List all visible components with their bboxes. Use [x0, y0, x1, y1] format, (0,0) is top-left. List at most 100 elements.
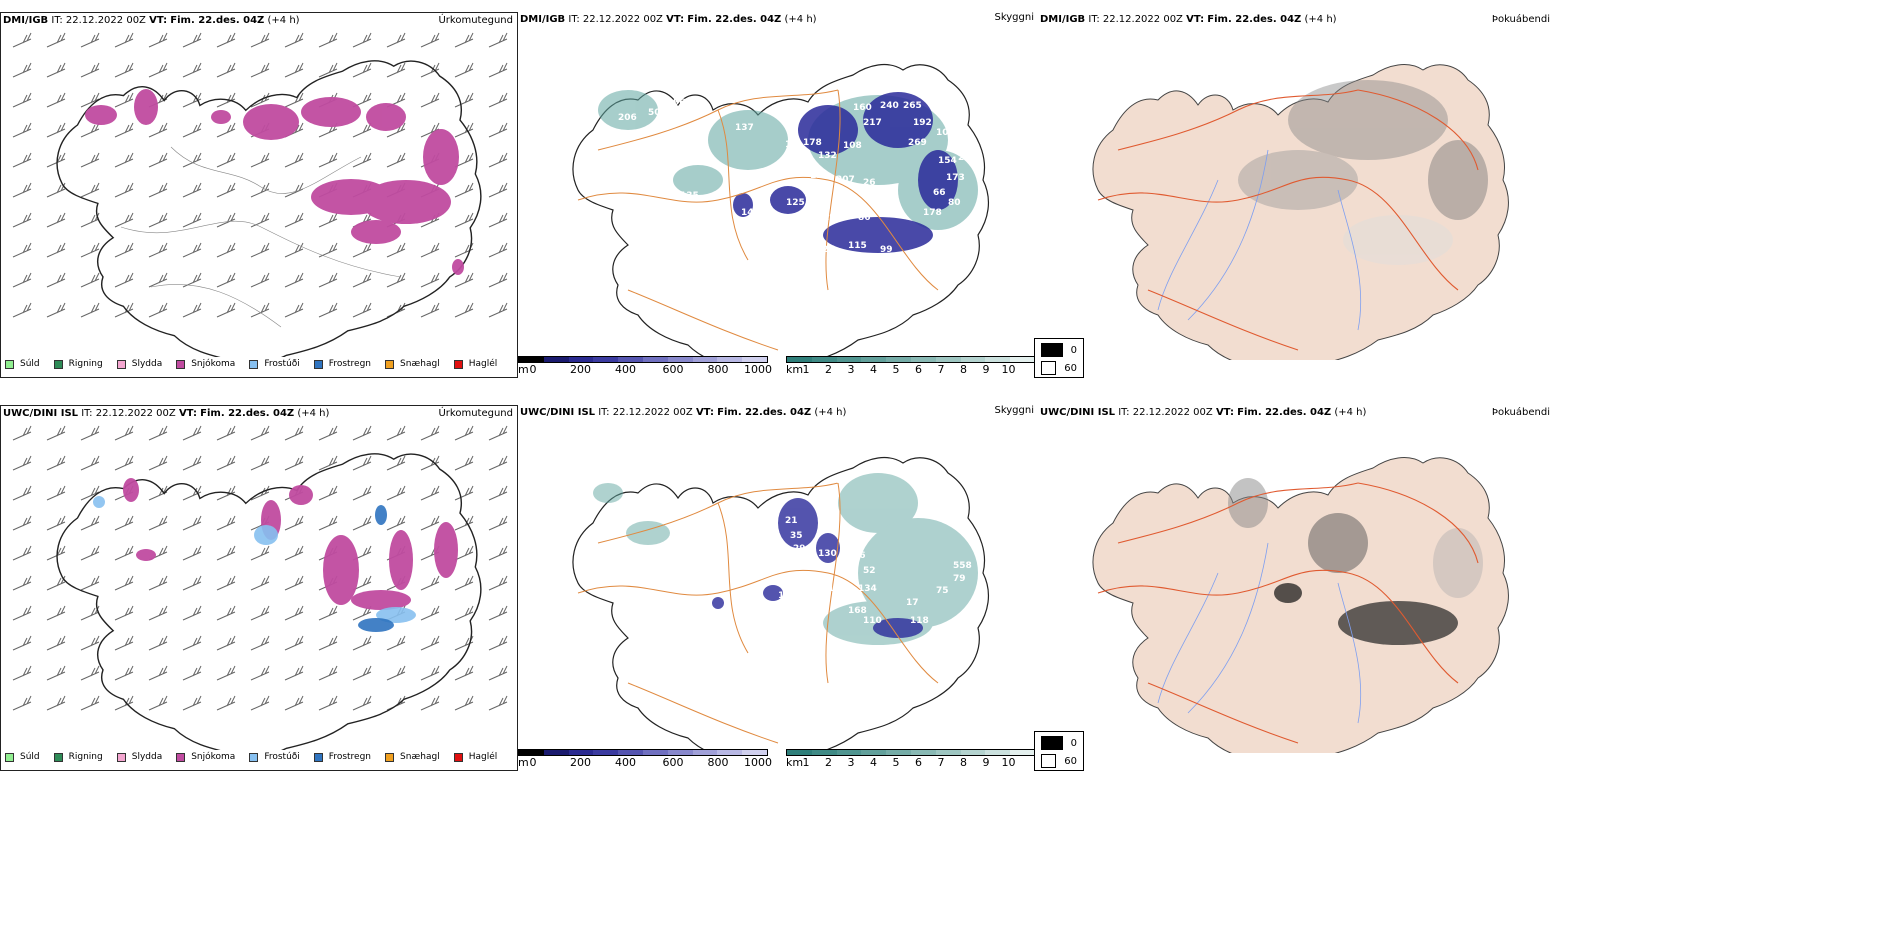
- panel-header: UWC/DINI ISL IT: 22.12.2022 00Z VT: Fim.…: [1040, 407, 1367, 418]
- wind-barb: [352, 635, 372, 651]
- scale-tick: 10: [1001, 756, 1016, 769]
- wind-barb: [46, 302, 66, 318]
- wind-barb: [420, 515, 440, 531]
- ceiling-label: 168: [848, 606, 867, 616]
- wind-barb: [182, 455, 202, 471]
- wind-barb: [386, 635, 406, 651]
- scale-segment: [811, 750, 837, 755]
- wind-barb: [250, 635, 270, 651]
- wind-barb: [12, 605, 32, 621]
- wind-barb: [420, 242, 440, 258]
- wind-barb: [454, 302, 474, 318]
- visibility-ticks: km 1 2 3 4 5 6 7 8 9 10: [786, 756, 1036, 769]
- wind-barb: [284, 62, 304, 78]
- wind-barb: [250, 32, 270, 48]
- wind-barb: [182, 242, 202, 258]
- scale-segment: [667, 357, 693, 362]
- scale-segment: [519, 750, 544, 755]
- wind-barb: [12, 62, 32, 78]
- wind-barb: [284, 515, 304, 531]
- wind-barb: [420, 62, 440, 78]
- scale-tick: 9: [982, 756, 990, 769]
- wind-barb: [352, 515, 372, 531]
- scale-segment: [618, 750, 643, 755]
- wind-barb: [386, 485, 406, 501]
- scale-segment: [910, 750, 936, 755]
- wind-barb: [216, 32, 236, 48]
- ceiling-label: 144: [776, 168, 795, 178]
- wind-barb: [148, 425, 168, 441]
- wind-barb: [46, 635, 66, 651]
- wind-barb: [284, 152, 304, 168]
- wind-barb: [216, 665, 236, 681]
- wind-barb: [386, 665, 406, 681]
- wind-barb: [488, 152, 508, 168]
- cloud-panel-uwc: UWC/DINI ISL IT: 22.12.2022 00Z VT: Fim.…: [518, 405, 1038, 771]
- wind-barb: [488, 425, 508, 441]
- wind-barb: [46, 212, 66, 228]
- legend-swatch: [116, 752, 126, 762]
- ceiling-label: 75: [936, 586, 949, 596]
- scale-tick: 4: [870, 363, 877, 376]
- legend-swatch: [249, 359, 259, 369]
- wind-barb: [80, 152, 100, 168]
- panel-title: Skyggni: [994, 12, 1034, 23]
- scale-tick: 5: [892, 363, 900, 376]
- wind-barb: [80, 515, 100, 531]
- legend-item: Snæhagl: [385, 752, 440, 762]
- wind-barb: [182, 182, 202, 198]
- wind-barb: [182, 575, 202, 591]
- ceiling-label: 137: [735, 123, 754, 133]
- scale-tick: 800: [707, 756, 729, 769]
- scale-segment: [593, 750, 619, 755]
- ceiling-label: 12: [828, 584, 841, 594]
- ceiling-label: 269: [908, 138, 927, 148]
- precip-legend: Súld Rigning Slydda Snjókoma Frostúði Fr…: [5, 359, 511, 369]
- ceiling-label: 108: [843, 141, 862, 151]
- wind-barb: [148, 302, 168, 318]
- wind-barb: [284, 665, 304, 681]
- wind-barb: [148, 695, 168, 711]
- legend-item: Súld: [5, 359, 40, 369]
- wind-barb: [80, 455, 100, 471]
- wind-barb: [182, 32, 202, 48]
- ceiling-scale: m 0 200 400 600 800 1000: [518, 749, 772, 769]
- wind-barb: [420, 635, 440, 651]
- wind-barb: [250, 242, 270, 258]
- wind-barb: [454, 665, 474, 681]
- ceiling-ticks: m 0 200 400 600 800 1000: [518, 363, 772, 376]
- ceiling-label: 130: [818, 549, 837, 559]
- fog-key: 0 60: [1034, 731, 1084, 771]
- scale-segment: [861, 357, 887, 362]
- scale-unit: m: [518, 756, 529, 769]
- legend-item: Slydda: [116, 359, 162, 369]
- wind-barb: [454, 425, 474, 441]
- ceiling-label: 240: [880, 101, 899, 111]
- legend-swatch: [249, 752, 259, 762]
- wind-barb: [420, 455, 440, 471]
- visibility-colorbar: [786, 749, 1036, 756]
- ceiling-label: 80: [948, 198, 961, 208]
- wind-barb: [250, 665, 270, 681]
- wind-barb: [12, 665, 32, 681]
- wind-barb: [12, 182, 32, 198]
- wind-barb: [284, 32, 304, 48]
- ceiling-label: 118: [910, 616, 929, 626]
- wind-barb: [148, 272, 168, 288]
- scale-tick: 7: [937, 756, 945, 769]
- wind-barb: [250, 425, 270, 441]
- wind-barb: [216, 242, 236, 258]
- wind-barb: [46, 62, 66, 78]
- scale-segment: [985, 750, 1011, 755]
- wind-barb: [352, 665, 372, 681]
- scale-tick: 8: [960, 756, 967, 769]
- wind-barb: [80, 92, 100, 108]
- legend-swatch: [5, 752, 14, 762]
- wind-barb: [216, 272, 236, 288]
- wind-barb: [386, 455, 406, 471]
- scale-tick: 7: [937, 363, 945, 376]
- wind-barb: [454, 32, 474, 48]
- panel-title: Þokuábendi: [1491, 407, 1550, 418]
